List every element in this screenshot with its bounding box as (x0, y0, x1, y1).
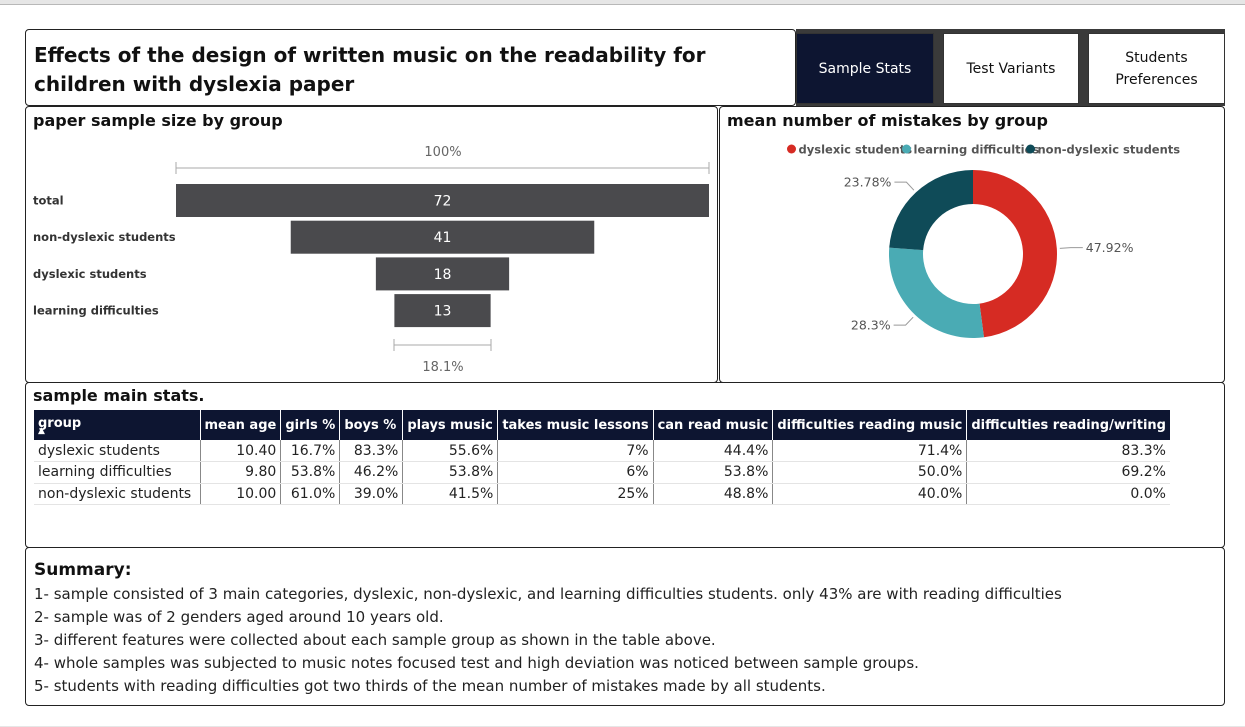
donut-data-label: 28.3% (851, 318, 891, 333)
table-cell: 10.40 (200, 440, 282, 462)
stats-table-card: sample main stats. group ▲ mean age girls… (25, 382, 1225, 548)
donut-leader-line (893, 316, 914, 326)
summary-heading: Summary: (34, 560, 132, 580)
funnel-bar[interactable] (290, 220, 595, 254)
table-cell: 0.0% (966, 483, 1170, 505)
donut-chart-card: mean number of mistakes by group dyslexi… (719, 106, 1225, 383)
donut-data-label: 23.78% (844, 175, 892, 190)
funnel-bar[interactable] (394, 294, 491, 328)
page-navigator: Sample Stats Test Variants Students Pref… (796, 29, 1225, 106)
table-title: sample main stats. (33, 386, 205, 405)
funnel-top-percent: 100% (424, 145, 461, 160)
column-header-difficulties-reading-writing[interactable]: difficulties reading/writing (966, 410, 1170, 440)
donut-slice[interactable] (889, 170, 973, 251)
column-header-boys[interactable]: boys % (339, 410, 404, 440)
column-header-can-read-music[interactable]: can read music (653, 410, 774, 440)
funnel-title: paper sample size by group (33, 111, 283, 130)
table-cell: 44.4% (653, 440, 774, 462)
table-cell: 83.3% (966, 440, 1170, 462)
funnel-category-label: dyslexic students (33, 267, 147, 281)
table-cell-group: learning difficulties (34, 461, 201, 484)
summary-line: 1- sample consisted of 3 main categories… (34, 585, 1062, 603)
legend-marker (787, 144, 796, 154)
donut-leader-line (1059, 247, 1083, 249)
stats-table: group ▲ mean age girls % boys % plays mus… (34, 410, 1170, 505)
column-header-group[interactable]: group ▲ (34, 410, 201, 440)
tab-sample-stats[interactable]: Sample Stats (796, 33, 934, 104)
table-cell: 10.00 (200, 483, 282, 505)
table-row: non-dyslexic students 10.00 61.0% 39.0% 41.5… (34, 483, 1170, 505)
tab-test-variants[interactable]: Test Variants (943, 33, 1079, 104)
tab-label: Sample Stats (818, 60, 912, 77)
column-header-plays-music[interactable]: plays music (402, 410, 499, 440)
tab-students-preferences[interactable]: Students Preferences (1088, 33, 1225, 104)
table-cell: 53.8% (402, 461, 499, 484)
funnel-chart: 100% 18.1% 72 total 41 non-dyslexic student… (33, 145, 710, 375)
table-cell: 48.8% (653, 483, 774, 505)
sort-ascending-icon: ▲ (38, 426, 45, 436)
funnel-value-label: 72 (434, 194, 452, 210)
summary-line: 3- different features were collected abo… (34, 631, 716, 649)
report-page: Effects of the design of written music o… (0, 4, 1245, 726)
table-row: learning difficulties 9.80 53.8% 46.2% 53.8%… (34, 461, 1170, 484)
table-cell: 41.5% (402, 483, 499, 505)
tab-label: Students Preferences (1115, 49, 1198, 88)
funnel-category-label: non-dyslexic students (33, 230, 176, 244)
table-cell: 61.0% (280, 483, 341, 505)
table-row: dyslexic students 10.40 16.7% 83.3% 55.6% 7% 4… (34, 440, 1170, 462)
donut-slice[interactable] (973, 170, 1057, 338)
table-cell: 39.0% (339, 483, 404, 505)
table-cell: 6% (497, 461, 654, 484)
donut-title: mean number of mistakes by group (727, 111, 1048, 130)
table-cell: 53.8% (280, 461, 341, 484)
summary-line: 4- whole samples was subjected to music … (34, 654, 919, 672)
legend-label: dyslexic students (799, 143, 913, 157)
funnel-value-label: 41 (434, 230, 452, 246)
summary-line: 2- sample was of 2 genders aged around 1… (34, 608, 444, 626)
table-cell: 7% (497, 440, 654, 462)
funnel-category-label: total (33, 194, 64, 208)
funnel-bar[interactable] (176, 184, 709, 217)
tab-label: Test Variants (966, 60, 1056, 77)
table-cell: 71.4% (772, 440, 968, 462)
table-cell: 40.0% (772, 483, 968, 505)
funnel-category-label: learning difficulties (33, 304, 159, 318)
donut-chart: dyslexic students learning difficultiesno… (787, 143, 1181, 338)
funnel-chart-card: paper sample size by group 100% 18.1% 72… (25, 106, 718, 383)
column-header-mean-age[interactable]: mean age (200, 410, 282, 440)
column-header-girls[interactable]: girls % (280, 410, 341, 440)
funnel-bottom-percent: 18.1% (422, 360, 463, 375)
summary-card: Summary: 1- sample consisted of 3 main c… (25, 547, 1225, 706)
legend-label: non-dyslexic students (1038, 143, 1181, 157)
funnel-bar[interactable] (375, 257, 510, 291)
table-cell: 53.8% (653, 461, 774, 484)
donut-slice[interactable] (889, 247, 984, 338)
title-card: Effects of the design of written music o… (25, 29, 796, 106)
table-cell: 9.80 (200, 461, 282, 484)
funnel-value-label: 13 (434, 304, 452, 320)
table-cell: 55.6% (402, 440, 499, 462)
page-title: Effects of the design of written music o… (34, 43, 706, 96)
table-cell: 69.2% (966, 461, 1170, 484)
table-cell: 16.7% (280, 440, 341, 462)
table-cell: 83.3% (339, 440, 404, 462)
table-cell-group: dyslexic students (34, 440, 201, 462)
column-header-difficulties-reading-music[interactable]: difficulties reading music (772, 410, 968, 440)
donut-data-label: 47.92% (1086, 240, 1134, 255)
table-cell: 46.2% (339, 461, 404, 484)
funnel-value-label: 18 (434, 267, 452, 283)
table-cell: 25% (497, 483, 654, 505)
legend-label: learning difficulties (914, 143, 1040, 157)
table-cell: 50.0% (772, 461, 968, 484)
table-header-row: group ▲ mean age girls % boys % plays mus… (34, 410, 1170, 440)
summary-line: 5- students with reading difficulties go… (34, 677, 826, 695)
legend-marker (902, 144, 911, 154)
legend-marker (1026, 144, 1035, 154)
donut-leader-line (894, 181, 915, 191)
column-header-music-lessons[interactable]: takes music lessons (497, 410, 654, 440)
table-cell-group: non-dyslexic students (34, 483, 201, 505)
